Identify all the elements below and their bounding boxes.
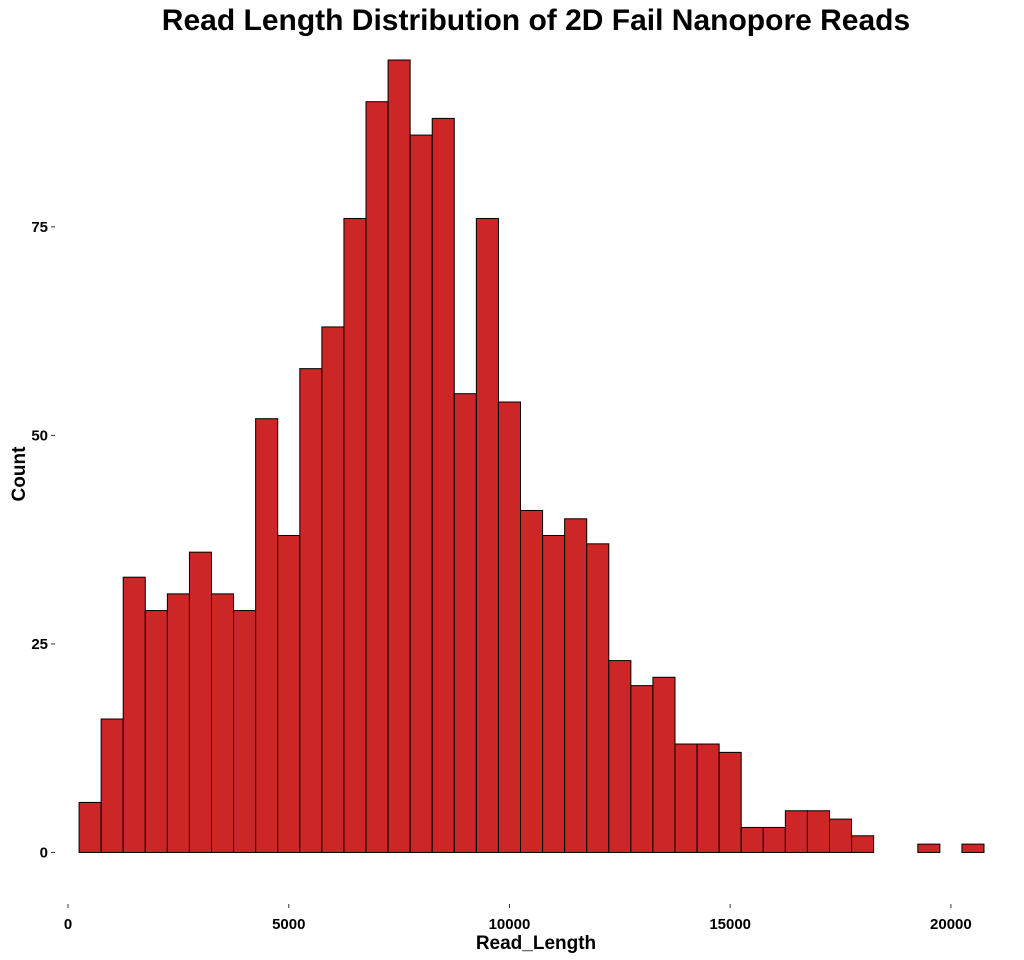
histogram-bar: [299, 368, 323, 853]
histogram-bar: [586, 543, 610, 853]
histogram-bar: [630, 685, 654, 853]
histogram-bar: [188, 551, 212, 853]
histogram-bar: [740, 826, 764, 853]
histogram-bar: [475, 217, 499, 853]
histogram-bar: [762, 826, 786, 853]
histogram-bar: [100, 718, 124, 853]
x-axis: 0 5000 10000 15000 20000: [64, 904, 972, 933]
histogram-bar: [122, 576, 146, 853]
histogram-bar: [851, 835, 875, 853]
histogram-bar: [166, 593, 190, 853]
histogram-bar: [917, 843, 941, 853]
histogram-bar: [652, 676, 676, 853]
histogram-bar: [784, 810, 808, 853]
histogram-bar: [277, 534, 301, 853]
y-tick-label: 25: [31, 636, 48, 653]
y-tick-label: 0: [40, 844, 48, 861]
y-axis-label: Count: [9, 446, 30, 502]
histogram-bar: [387, 59, 411, 853]
histogram-bar: [520, 509, 544, 853]
histogram-bar: [542, 534, 566, 853]
y-tick-label: 50: [31, 427, 48, 444]
histogram-bar: [144, 610, 168, 853]
histogram-bar: [497, 401, 521, 853]
histogram-bar: [431, 117, 455, 853]
bars-group: [78, 59, 985, 853]
x-tick-label: 0: [64, 916, 72, 933]
histogram-bar: [255, 418, 279, 853]
histogram-bar: [829, 818, 853, 853]
histogram-bar: [718, 751, 742, 853]
y-tick-label: 75: [31, 219, 48, 236]
histogram-bar: [608, 660, 632, 853]
histogram-bar: [961, 843, 985, 853]
histogram-bar: [321, 326, 345, 853]
histogram-bar: [78, 801, 102, 853]
x-tick-label: 15000: [709, 916, 751, 933]
histogram-bar: [365, 101, 389, 853]
histogram-bar: [564, 518, 588, 853]
histogram-bar: [343, 217, 367, 853]
histogram-bar: [453, 393, 477, 853]
histogram-bar: [233, 610, 257, 853]
x-tick-label: 5000: [272, 916, 305, 933]
histogram-bar: [409, 134, 433, 853]
histogram-bar: [674, 743, 698, 853]
x-tick-label: 20000: [930, 916, 972, 933]
histogram-bar: [696, 743, 720, 853]
chart-title: Read Length Distribution of 2D Fail Nano…: [162, 4, 910, 37]
y-axis: 0 25 50 75: [31, 219, 55, 861]
histogram-bar: [211, 593, 235, 853]
x-axis-label: Read_Length: [476, 933, 596, 954]
histogram-bar: [806, 810, 830, 853]
x-tick-label: 10000: [489, 916, 531, 933]
